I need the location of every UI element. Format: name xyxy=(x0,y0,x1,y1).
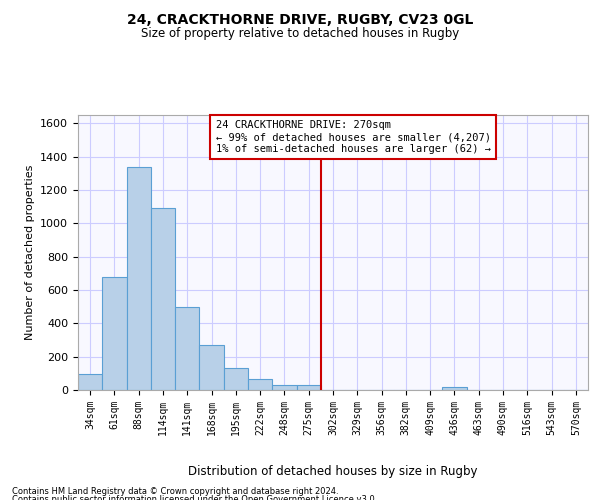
Bar xyxy=(296,385,321,390)
Bar xyxy=(224,368,248,390)
Text: 24, CRACKTHORNE DRIVE, RUGBY, CV23 0GL: 24, CRACKTHORNE DRIVE, RUGBY, CV23 0GL xyxy=(127,12,473,26)
Bar xyxy=(151,208,175,390)
Bar xyxy=(175,306,199,390)
Text: Contains HM Land Registry data © Crown copyright and database right 2024.: Contains HM Land Registry data © Crown c… xyxy=(12,488,338,496)
Bar xyxy=(127,166,151,390)
Text: Distribution of detached houses by size in Rugby: Distribution of detached houses by size … xyxy=(188,464,478,477)
Bar xyxy=(78,374,102,390)
Y-axis label: Number of detached properties: Number of detached properties xyxy=(25,165,35,340)
Text: 24 CRACKTHORNE DRIVE: 270sqm
← 99% of detached houses are smaller (4,207)
1% of : 24 CRACKTHORNE DRIVE: 270sqm ← 99% of de… xyxy=(216,120,491,154)
Text: Size of property relative to detached houses in Rugby: Size of property relative to detached ho… xyxy=(141,28,459,40)
Bar xyxy=(272,385,296,390)
Text: Contains public sector information licensed under the Open Government Licence v3: Contains public sector information licen… xyxy=(12,495,377,500)
Bar xyxy=(102,276,127,390)
Bar xyxy=(248,379,272,390)
Bar xyxy=(199,345,224,390)
Bar xyxy=(442,386,467,390)
